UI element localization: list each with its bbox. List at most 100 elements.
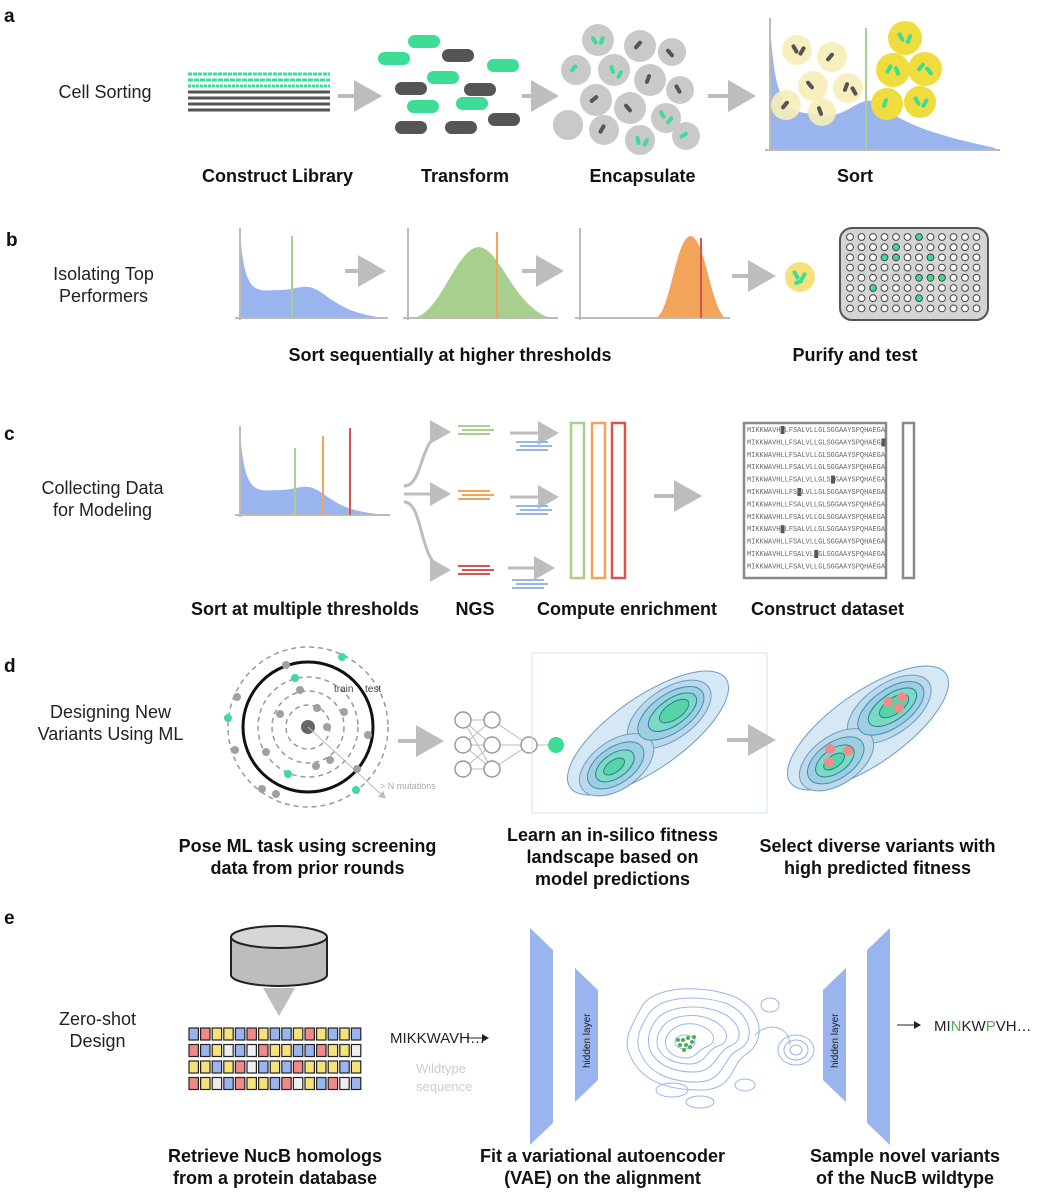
well [869, 294, 877, 303]
well [903, 253, 912, 262]
caption-sort: Sort [837, 166, 873, 186]
latent-cluster [676, 1035, 696, 1052]
well [972, 233, 981, 241]
well [869, 233, 877, 241]
cell-sorting-title: Cell Sorting [58, 82, 152, 102]
fitness-landscape [531, 652, 768, 814]
caption-sample-variants: Sample novel variants of the NucB wildty… [790, 1145, 1020, 1189]
well [869, 304, 877, 313]
sequence-row: MIKKWAVHLLFSALVLLGLSGGAAYSPQHAEGA [747, 501, 886, 509]
latent-space [626, 988, 815, 1109]
well [961, 243, 969, 252]
msa-cell [350, 1060, 362, 1074]
well [846, 273, 854, 282]
caption-sort-sequentially: Sort sequentially at higher thresholds [288, 345, 612, 365]
hit-well [880, 253, 889, 262]
well [869, 273, 877, 282]
msa-cell [211, 1043, 223, 1058]
well-plate [839, 227, 989, 321]
sequence-row: MIKKWAVHLLFSALVLLGLSGGAAYSPQHAEGA [747, 439, 886, 447]
sequence-row: MIKKWAVHLLFSALVLLGLSGGAAYSPQHAEGA [747, 563, 886, 571]
well [846, 284, 854, 292]
msa-cell [258, 1060, 269, 1074]
well [869, 263, 877, 272]
msa-cell [234, 1076, 246, 1091]
msa-cell [200, 1027, 211, 1041]
well [949, 233, 958, 241]
mutation-highlight [780, 525, 785, 534]
well [926, 263, 935, 272]
msa-cell [223, 1043, 234, 1058]
mutations-label: > N mutations [380, 781, 436, 791]
msa-cell [327, 1027, 339, 1041]
designing-title-line-2: Variants Using ML [37, 724, 184, 744]
neural-network [454, 711, 564, 778]
well [949, 304, 958, 313]
zero-shot-title-line-2: Design [69, 1031, 126, 1051]
ngs-reads [458, 425, 494, 575]
decoder-hidden-layer-label: hidden layer [830, 1013, 841, 1068]
msa-cell [327, 1076, 339, 1091]
histogram-b2 [403, 228, 558, 320]
msa-cell [188, 1043, 199, 1058]
msa-cell [350, 1027, 362, 1041]
wildtype-sequence: MIKKWAVH… [390, 1030, 485, 1047]
well [938, 253, 946, 262]
well [972, 304, 981, 313]
sequence-row: MIKKWAVHLLFSALVLLGLSGGAAYSPQHAEGA [747, 514, 886, 522]
well [949, 243, 958, 252]
msa-cell [246, 1076, 257, 1091]
msa-cell [292, 1076, 304, 1091]
branching-arrows [403, 420, 451, 582]
msa-cell [339, 1027, 350, 1041]
well [903, 284, 912, 292]
well [926, 233, 935, 241]
output-seq-part-3: VH… [996, 1018, 1032, 1035]
histogram-c [235, 426, 390, 517]
msa-cell [304, 1076, 315, 1091]
caption-compute-enrichment: Compute enrichment [536, 599, 718, 619]
well [857, 243, 866, 252]
well [880, 233, 889, 241]
mutation-highlight [780, 426, 785, 434]
well [961, 253, 969, 262]
well [926, 294, 935, 303]
hit-well [915, 273, 923, 282]
zero-shot-title: Zero-shot Design [40, 1008, 155, 1052]
hit-well [915, 233, 923, 241]
msa-cell [292, 1060, 304, 1074]
histogram-b1 [235, 228, 388, 320]
hit-well [926, 273, 935, 282]
well [949, 273, 958, 282]
panel-letter-e: e [4, 908, 15, 929]
msa-cell [339, 1043, 350, 1058]
caption-ngs: NGS [455, 599, 495, 619]
well [938, 243, 946, 252]
well [949, 294, 958, 303]
well [892, 304, 900, 313]
well [869, 253, 877, 262]
well [972, 253, 981, 262]
msa-cell [281, 1043, 292, 1058]
well [869, 243, 877, 252]
isolating-title-line-2: Performers [58, 286, 148, 306]
well [972, 294, 981, 303]
mutation-highlight [797, 488, 802, 496]
msa-cell [234, 1060, 246, 1074]
msa-cell [269, 1027, 281, 1041]
msa-cell [304, 1027, 315, 1041]
well [938, 263, 946, 272]
msa-cell [281, 1027, 292, 1041]
ml-task-rings [224, 646, 389, 808]
msa-alignment [188, 1027, 362, 1091]
well [903, 273, 912, 282]
msa-cell [246, 1043, 257, 1058]
sort-histogram [765, 18, 1000, 151]
well [915, 263, 923, 272]
sequence-row: MIKKWAVHLLFSALVLLGLSGGAAYSPQHAEGA [747, 477, 886, 485]
well [846, 294, 854, 303]
well [926, 304, 935, 313]
output-seq-mutation-2: P [986, 1018, 996, 1035]
msa-cell [269, 1076, 281, 1091]
